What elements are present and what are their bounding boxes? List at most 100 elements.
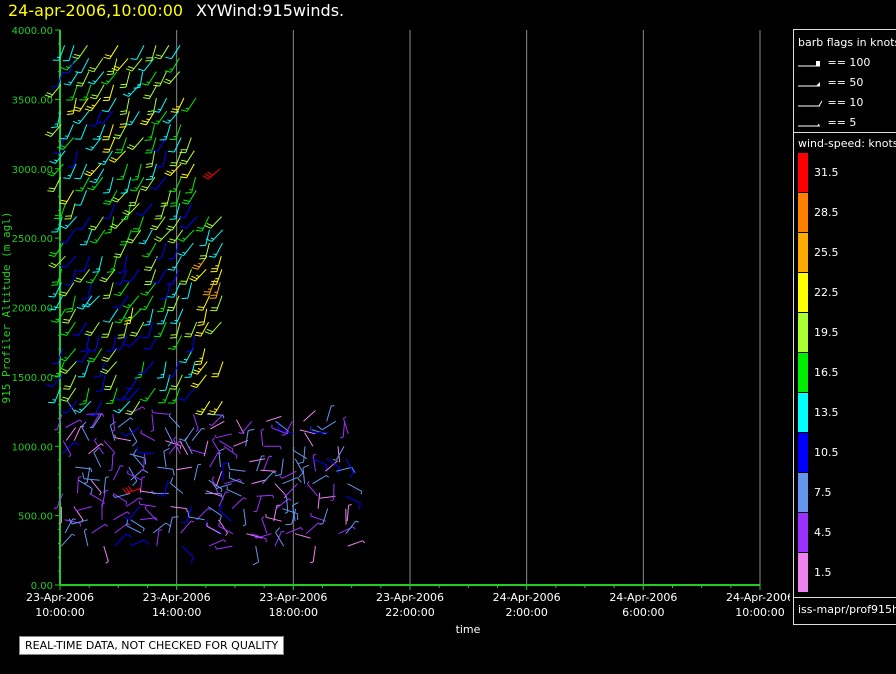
wind-barb [75, 466, 93, 473]
wind-barb [73, 97, 89, 112]
wind-barb [202, 168, 221, 180]
wind-barb [96, 110, 114, 125]
wind-barb [86, 348, 103, 363]
wind-barb [83, 528, 89, 547]
wind-barb [145, 163, 157, 180]
wind-barb [126, 519, 142, 534]
wind-barb [168, 387, 181, 404]
wind-barb [106, 335, 117, 352]
wind-barb [224, 478, 242, 485]
wind-barb [168, 412, 181, 428]
wind-barb [140, 517, 158, 521]
wind-barb [345, 495, 361, 510]
legend-divider [794, 132, 896, 133]
wind-barb [75, 176, 90, 192]
wind-barb [58, 506, 62, 525]
wind-barb [203, 440, 209, 457]
wind-barb [282, 477, 302, 485]
wind-barb [210, 256, 222, 273]
wind-barb [219, 440, 234, 453]
wind-barb [218, 491, 229, 507]
wind-barb [177, 229, 195, 242]
wind-barb [209, 282, 221, 299]
wind-barb [101, 97, 117, 113]
wind-barb [103, 190, 118, 205]
wind-barb [77, 256, 91, 272]
wind-barb [180, 163, 195, 179]
wind-barb [252, 546, 260, 566]
speed-bin-label: 4.5 [814, 526, 832, 539]
speed-color-swatch [798, 353, 808, 392]
wind-barb [114, 533, 132, 547]
wind-barb-plot: 0.00 500.00 1000.00 1500.00 2000.00 2500.00 30… [0, 26, 790, 636]
x-tick-time: 6:00:00 [622, 606, 664, 619]
barb-legend-item: == 100 [798, 56, 870, 69]
y-tick-label: 3000.00 [12, 165, 53, 176]
wind-barb [122, 485, 142, 494]
wind-barb [179, 348, 194, 364]
wind-barb [103, 374, 117, 391]
barb-symbol-icon [798, 123, 820, 127]
y-tick-label: 2500.00 [12, 234, 53, 245]
wind-barb [167, 255, 182, 271]
wind-barb [75, 348, 91, 363]
wind-barb [83, 467, 91, 484]
wind-barb [145, 150, 156, 168]
wind-barb [336, 466, 356, 474]
wind-barb [63, 163, 77, 179]
wind-barb [112, 465, 124, 481]
wind-barb [47, 176, 61, 192]
wind-barb [202, 279, 216, 296]
wind-barb [100, 361, 118, 375]
wind-barb [126, 137, 144, 150]
wind-barb [136, 203, 153, 216]
wind-barb [207, 506, 222, 522]
speed-bin-label: 7.5 [814, 486, 832, 499]
wind-barb [226, 486, 242, 497]
wind-barb [48, 387, 61, 404]
wind-barb [245, 428, 255, 447]
wind-barb [86, 413, 105, 417]
wind-barb [204, 321, 222, 335]
wind-barb [57, 137, 75, 150]
y-tick-label: 3500.00 [12, 95, 53, 106]
x-axis-label: time [456, 623, 481, 636]
wind-barb [206, 522, 221, 535]
x-tick-date: 24-Apr-2006 [493, 591, 561, 604]
wind-barb [231, 497, 247, 510]
wind-barb [218, 504, 232, 522]
wind-barb [212, 483, 232, 489]
wind-barb [129, 539, 150, 547]
wind-barb [62, 441, 80, 455]
wind-barb [138, 229, 153, 245]
wind-barb [80, 335, 90, 353]
wind-barb [205, 492, 224, 500]
wind-barb [152, 522, 172, 534]
wind-barb [190, 374, 207, 388]
wind-barb [48, 295, 64, 311]
wind-barb [89, 492, 104, 505]
wind-barb [95, 374, 106, 392]
wind-barb [179, 150, 195, 165]
wind-barb [102, 124, 114, 141]
y-tick-label: 2000.00 [12, 304, 53, 315]
wind-barb [156, 150, 167, 168]
wind-barb [63, 71, 79, 86]
wind-barb [170, 477, 184, 494]
wind-barb [62, 308, 77, 324]
wind-barb [48, 255, 66, 269]
barb-legend-title: barb flags in knots [798, 36, 896, 49]
wind-barb [50, 308, 67, 323]
wind-barb [78, 479, 93, 495]
wind-barb [178, 387, 195, 401]
wind-barb [197, 308, 208, 326]
wind-barb [129, 321, 145, 337]
speed-color-swatch [798, 553, 808, 592]
wind-barb [141, 71, 157, 86]
wind-barb [156, 361, 167, 379]
wind-barb [153, 321, 167, 338]
wind-barb [170, 308, 184, 324]
wind-barb [111, 58, 129, 72]
wind-barb [223, 445, 238, 459]
wind-barb [114, 137, 127, 154]
